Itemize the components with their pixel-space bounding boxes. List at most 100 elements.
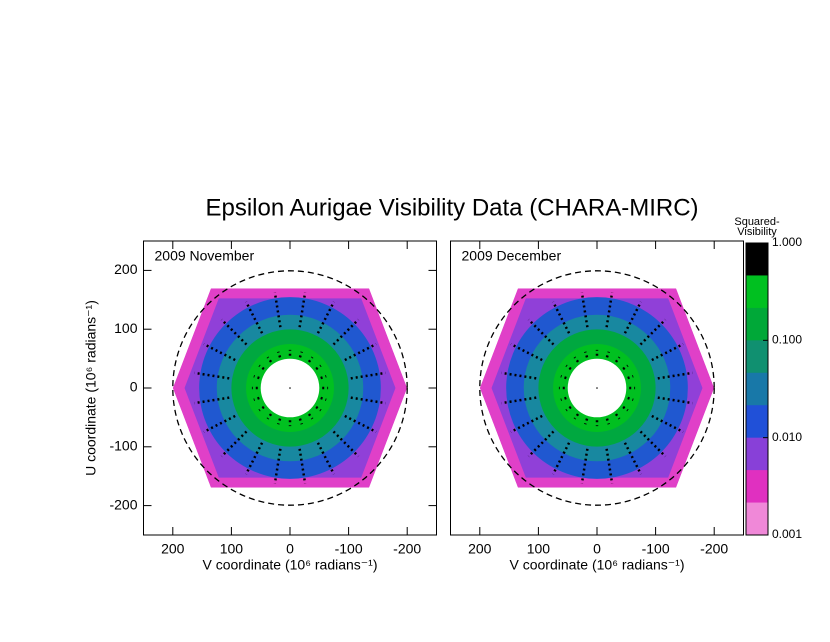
uv-track <box>320 375 327 380</box>
colorbar-tick-label: 1.000 <box>772 235 802 249</box>
uv-track <box>344 414 377 434</box>
colorbar-band <box>746 437 768 471</box>
uv-track <box>298 448 307 484</box>
uv-track <box>614 356 621 363</box>
uv-track <box>253 396 260 401</box>
uv-track <box>307 356 314 363</box>
uv-track <box>651 414 684 434</box>
uv-track <box>622 405 629 412</box>
colorbar-tick-label: 0.001 <box>772 527 802 541</box>
colorbar-tick-label: 0.010 <box>772 430 802 444</box>
x-tick-label: 100 <box>527 541 551 557</box>
origin <box>289 387 291 389</box>
uv-track <box>501 371 537 380</box>
uv-track <box>244 301 264 334</box>
y-tick-label: -100 <box>109 438 137 454</box>
colorbar-title: Visibility <box>737 226 777 238</box>
x-axis-label: V coordinate (10⁶ radians⁻¹) <box>202 557 377 573</box>
uv-track <box>277 418 282 425</box>
uv-track <box>194 396 230 405</box>
colorbar-band <box>746 243 768 276</box>
uv-track <box>320 396 327 401</box>
uv-track <box>639 318 667 346</box>
uv-track <box>627 396 634 401</box>
uv-track <box>315 405 322 412</box>
uv-track <box>580 292 589 328</box>
uv-track <box>332 430 360 458</box>
uv-track <box>253 375 260 380</box>
panel-label: 2009 November <box>155 248 255 264</box>
y-axis-label: U coordinate (10⁶ radians⁻¹) <box>83 300 99 476</box>
uv-track <box>266 413 273 420</box>
colorbar-band <box>746 372 768 406</box>
colorbar-band <box>746 405 768 439</box>
colorbar-tick-label: 0.100 <box>772 333 802 347</box>
uv-track <box>316 301 336 334</box>
uv-track <box>266 356 273 363</box>
uv-track <box>203 342 236 362</box>
colorbar-band <box>746 275 768 309</box>
uv-track <box>584 418 589 425</box>
uv-track <box>298 351 303 358</box>
uv-track <box>501 396 537 405</box>
uv-track <box>573 413 580 420</box>
y-tick-label: 0 <box>130 379 138 395</box>
x-tick-label: 100 <box>220 541 244 557</box>
uv-track <box>651 342 684 362</box>
x-axis-label: V coordinate (10⁶ radians⁻¹) <box>509 557 684 573</box>
uv-track <box>244 442 264 475</box>
colorbar-band <box>746 340 768 374</box>
uv-track <box>527 318 555 346</box>
uv-track <box>614 413 621 420</box>
uv-track <box>605 351 610 358</box>
uv-track <box>350 371 386 380</box>
uv-track <box>627 375 634 380</box>
uv-track <box>605 418 610 425</box>
uv-track <box>560 396 567 401</box>
uv-track <box>510 342 543 362</box>
uv-track <box>316 442 336 475</box>
uv-track <box>203 414 236 434</box>
x-tick-label: 0 <box>593 541 601 557</box>
x-tick-label: 200 <box>161 541 185 557</box>
colorbar-band <box>746 502 768 536</box>
uv-track <box>580 448 589 484</box>
colorbar-frame <box>745 242 769 536</box>
uv-track <box>194 371 230 380</box>
uv-track <box>298 418 303 425</box>
origin <box>596 387 598 389</box>
uv-track <box>258 405 265 412</box>
uv-track <box>307 413 314 420</box>
uv-track <box>273 292 282 328</box>
uv-track <box>565 364 572 371</box>
uv-track <box>605 448 614 484</box>
uv-track <box>315 364 322 371</box>
panel-label: 2009 December <box>462 248 562 264</box>
uv-track <box>551 442 571 475</box>
colorbar-band <box>746 470 768 504</box>
uv-track <box>258 364 265 371</box>
y-tick-label: 200 <box>114 261 138 277</box>
uv-track <box>565 405 572 412</box>
uv-track <box>298 292 307 328</box>
x-tick-label: 0 <box>286 541 294 557</box>
uv-track <box>622 364 629 371</box>
y-tick-label: 100 <box>114 320 138 336</box>
uv-track <box>573 356 580 363</box>
uv-track <box>584 351 589 358</box>
uv-track <box>657 396 693 405</box>
uv-track <box>332 318 360 346</box>
uv-track <box>623 301 643 334</box>
x-tick-label: -200 <box>393 541 421 557</box>
uv-track <box>623 442 643 475</box>
x-tick-label: -100 <box>642 541 670 557</box>
uv-track <box>560 375 567 380</box>
uv-track <box>220 318 248 346</box>
uv-track <box>344 342 377 362</box>
chart-title: Epsilon Aurigae Visibility Data (CHARA-M… <box>205 194 698 221</box>
uv-track <box>220 430 248 458</box>
reference-circle <box>172 270 408 506</box>
uv-track <box>551 301 571 334</box>
uv-track <box>657 371 693 380</box>
